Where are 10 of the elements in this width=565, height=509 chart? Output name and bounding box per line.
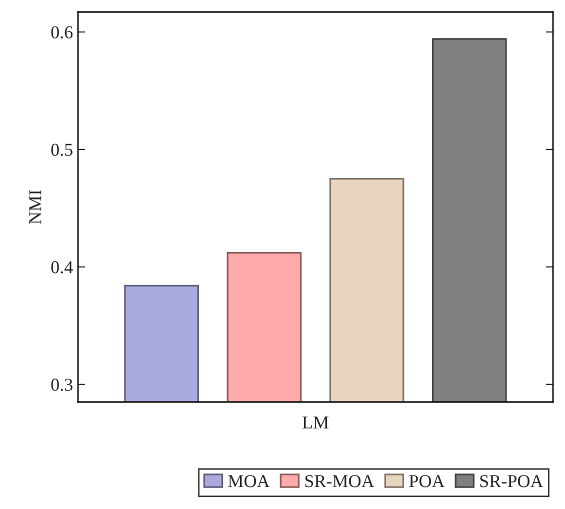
y-tick-label: 0.6 — [51, 26, 73, 38]
legend-label: MOA — [228, 475, 270, 488]
y-axis-title: NMI — [29, 190, 42, 224]
legend-label: SR-POA — [480, 475, 544, 488]
y-tick-label: 0.5 — [51, 144, 72, 156]
legend-label: SR-MOA — [305, 475, 374, 488]
legend-label: POA — [409, 475, 445, 488]
x-tick-label: LM — [302, 416, 329, 428]
y-tick-label: 0.4 — [51, 261, 73, 274]
y-tick-label: 0.3 — [51, 378, 72, 391]
